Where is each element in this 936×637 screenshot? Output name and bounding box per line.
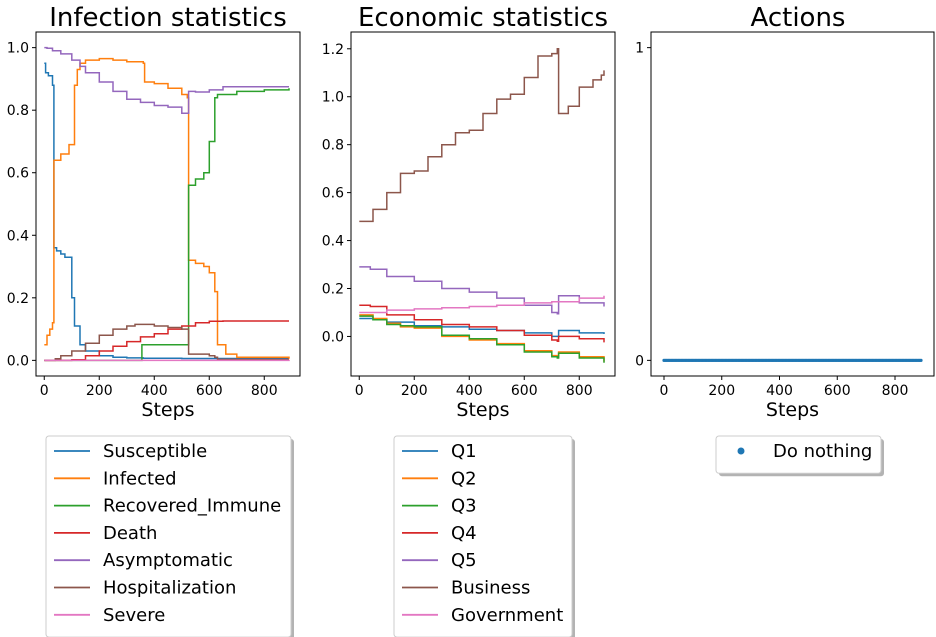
x-tick-label: 200 xyxy=(708,383,735,399)
series-line-hospitalization xyxy=(44,323,289,362)
y-tick-label: 0.0 xyxy=(322,329,344,345)
x-axis-label: Steps xyxy=(766,399,819,421)
x-tick-label: 0 xyxy=(660,383,669,399)
chart-title: Economic statistics xyxy=(358,3,608,33)
x-tick-label: 0 xyxy=(40,383,49,399)
legend-marker xyxy=(737,447,745,455)
series-line-government xyxy=(359,295,605,314)
x-axis-label: Steps xyxy=(141,399,194,421)
legend-label: Government xyxy=(451,605,563,626)
legend-label: Hospitalization xyxy=(103,578,236,599)
series-line-recovered-immune xyxy=(44,88,290,362)
series-line-business xyxy=(359,48,605,223)
y-tick-label: 1.2 xyxy=(322,42,344,58)
y-tick-label: 0.0 xyxy=(7,353,29,369)
y-tick-label: 1.0 xyxy=(7,41,29,57)
y-tick-label: 1.0 xyxy=(322,90,344,106)
legend-box xyxy=(715,435,882,474)
legend-label: Q1 xyxy=(451,441,477,462)
y-tick-label: 1 xyxy=(635,41,644,57)
y-tick-label: 0.4 xyxy=(7,228,29,244)
scatter-point xyxy=(919,358,923,362)
y-tick-label: 0.6 xyxy=(322,186,344,202)
x-tick-label: 200 xyxy=(86,383,113,399)
legend-label: Recovered_Immune xyxy=(103,496,281,517)
series-line-infected xyxy=(44,57,290,359)
x-tick-label: 800 xyxy=(882,383,909,399)
x-tick-label: 800 xyxy=(566,383,593,399)
series-line-severe xyxy=(44,359,290,362)
x-tick-label: 400 xyxy=(456,383,483,399)
chart-panel-3: Actions 0 200 400 600 800 0 1 Steps Do nothing xyxy=(635,3,935,477)
x-tick-label: 600 xyxy=(824,383,851,399)
legend-label: Susceptible xyxy=(103,441,207,462)
legend-box xyxy=(45,435,292,637)
legend: Q1 Q2 Q3 Q4 Q5 Business Government xyxy=(393,435,575,637)
series-line-asymptomatic xyxy=(44,46,289,115)
y-tick-label: 0.2 xyxy=(322,282,344,298)
y-tick-label: 0.6 xyxy=(7,166,29,182)
x-tick-label: 800 xyxy=(251,383,278,399)
legend: Susceptible Infected Recovered_Immune Death… xyxy=(45,435,294,637)
y-tick-label: 0.8 xyxy=(7,103,29,119)
y-tick-label: 0 xyxy=(635,353,644,369)
plot-frame xyxy=(350,31,616,377)
legend-label: Business xyxy=(451,578,530,599)
legend-label: Q2 xyxy=(451,468,477,489)
chart-title: Actions xyxy=(751,3,846,33)
series-line-death xyxy=(44,320,289,362)
legend-label: Q3 xyxy=(451,496,477,517)
chart-panel-1: Infection statistics 0 200 400 600 800 0.0 0.2 0… xyxy=(7,3,301,637)
x-tick-label: 600 xyxy=(196,383,223,399)
legend-label: Q5 xyxy=(451,550,477,571)
legend-label: Q4 xyxy=(451,523,477,544)
series-line-susceptible xyxy=(44,62,289,360)
x-tick-label: 600 xyxy=(511,383,538,399)
x-tick-label: 0 xyxy=(355,383,364,399)
y-tick-label: 0.4 xyxy=(322,234,344,250)
legend-box xyxy=(393,435,573,637)
legend-label: Asymptomatic xyxy=(103,550,233,571)
x-tick-label: 400 xyxy=(141,383,168,399)
series-line-q5 xyxy=(359,266,605,315)
series-line-q4 xyxy=(359,304,605,343)
x-tick-label: 400 xyxy=(766,383,793,399)
legend-label: Death xyxy=(103,523,157,544)
legend-label: Do nothing xyxy=(773,441,872,462)
legend: Do nothing xyxy=(715,435,884,477)
chart-title: Infection statistics xyxy=(49,3,287,33)
y-tick-label: 0.8 xyxy=(322,138,344,154)
legend-label: Severe xyxy=(103,605,165,626)
legend-label: Infected xyxy=(103,468,177,489)
x-tick-label: 200 xyxy=(401,383,428,399)
plot-frame xyxy=(35,31,301,377)
series-line-q3 xyxy=(359,315,605,363)
plot-frame xyxy=(650,31,935,377)
x-axis-label: Steps xyxy=(456,399,509,421)
chart-panel-2: Economic statistics 0 200 400 600 800 0.0 0.2 0.… xyxy=(322,3,616,637)
y-tick-label: 0.2 xyxy=(7,291,29,307)
